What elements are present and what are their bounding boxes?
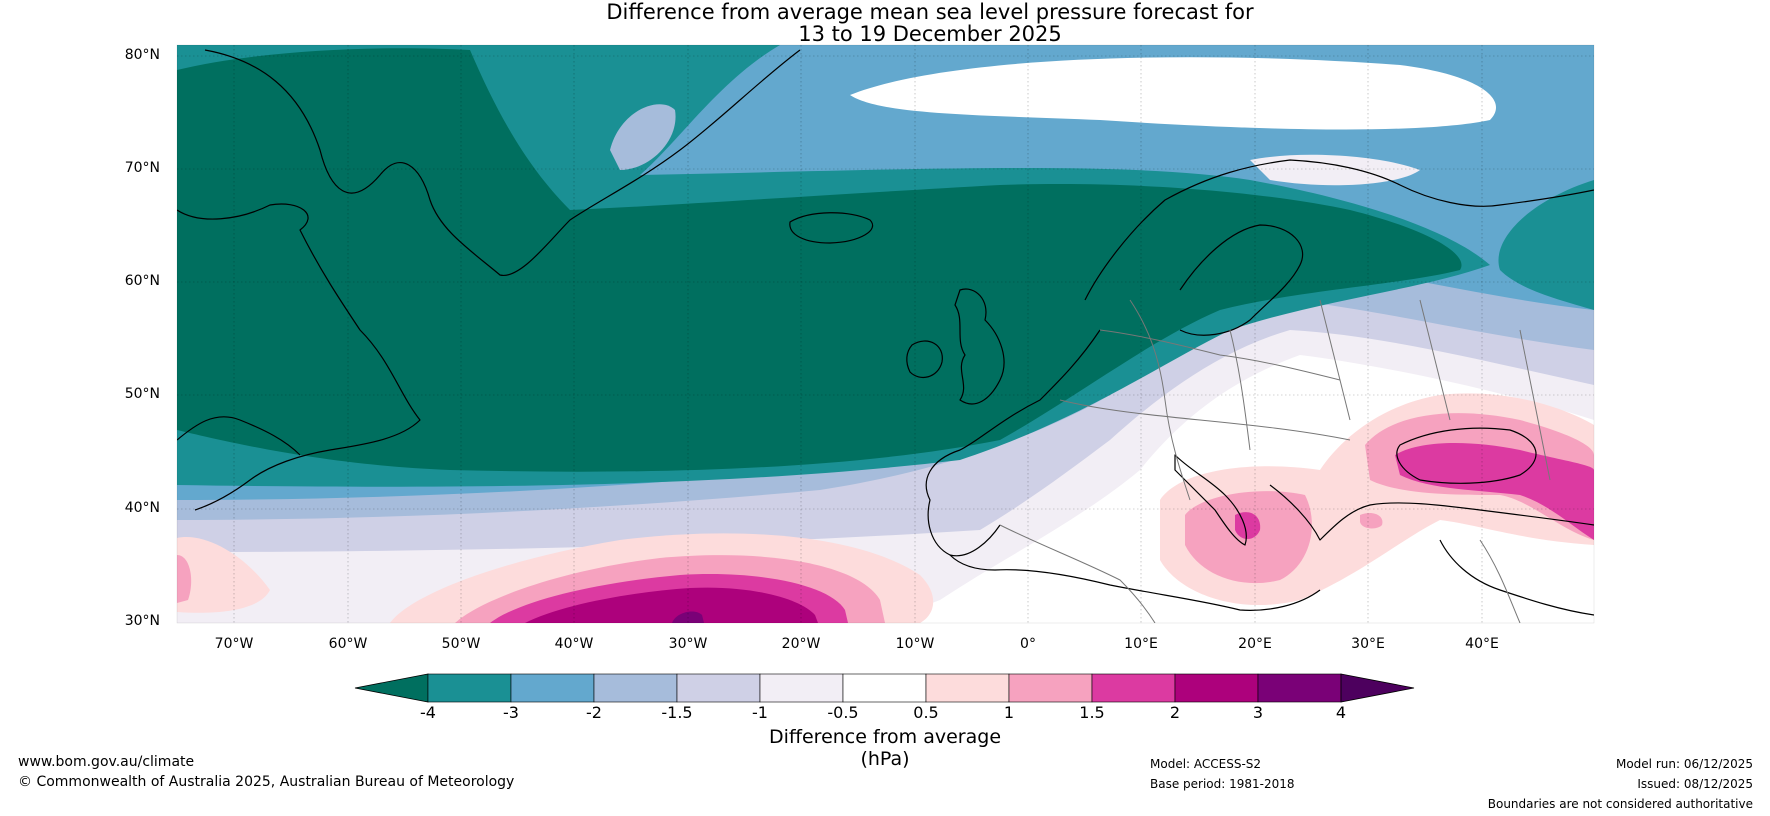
colorbar-tick-label: -1.5: [661, 703, 693, 722]
colorbar-tick-label: -0.5: [827, 703, 859, 722]
pressure-anomaly-field: [177, 45, 1594, 623]
footer-website: www.bom.gov.au/climate: [18, 754, 195, 770]
map-title-line-1: Difference from average mean sea level p…: [606, 0, 1254, 24]
map-title-line-2: 13 to 19 December 2025: [798, 22, 1062, 46]
colorbar-tick-label: 2: [1169, 703, 1181, 722]
lat-label-60n: 60°N: [124, 273, 160, 289]
colorbar-segment: [510, 673, 595, 703]
colorbar-tick-label: 0.5: [913, 703, 939, 722]
greece-turkey-coast: [1269, 484, 1594, 541]
lon-label-0: 0°: [1020, 636, 1036, 652]
colorbar-segment: [427, 673, 512, 703]
lon-label-70w: 70°W: [214, 636, 254, 652]
colorbar-extend-high: [1340, 673, 1415, 703]
map-frame: [176, 44, 1595, 624]
colorbar-segment: [759, 673, 844, 703]
colorbar-segment: [1008, 673, 1093, 703]
europe-west-coast: [925, 329, 1101, 557]
coastlines: [177, 49, 1594, 616]
iberia-africa-coast: [949, 554, 1321, 611]
colorbar-tick-label: -1: [752, 703, 768, 722]
band-minus-4: [177, 48, 1462, 472]
patch-arctic-low: [1250, 154, 1420, 186]
colorbar-segment: [593, 673, 678, 703]
lat-label-30n: 30°N: [124, 613, 160, 629]
footer-copyright: © Commonwealth of Australia 2025, Austra…: [18, 774, 515, 790]
scandinavia-coast: [1084, 159, 1594, 301]
patch-north-atlantic: [610, 104, 676, 170]
footer-issued: Issued: 08/12/2025: [1637, 777, 1753, 791]
colorbar-tick-label: 4: [1335, 703, 1347, 722]
colorbar-tick-label: -3: [503, 703, 519, 722]
med-high-1-5-black-sea: [1395, 443, 1594, 540]
baltic-coast: [1179, 224, 1304, 336]
colorbar-segment: [1257, 673, 1342, 703]
footer-base-period: Base period: 1981-2018: [1150, 777, 1295, 791]
lon-label-40w: 40°W: [554, 636, 594, 652]
colorbar-tick-label: 1: [1003, 703, 1015, 722]
lon-label-20e: 20°E: [1238, 636, 1272, 652]
lon-label-50w: 50°W: [441, 636, 481, 652]
lon-label-60w: 60°W: [328, 636, 368, 652]
canada-coast: [177, 203, 421, 511]
greenland-coast: [204, 49, 801, 276]
iceland: [789, 212, 874, 244]
country-borders: [999, 299, 1551, 623]
lat-label-40n: 40°N: [124, 500, 160, 516]
footer-model-run: Model run: 06/12/2025: [1615, 757, 1753, 771]
footer-model: Model: ACCESS-S2: [1150, 757, 1262, 771]
atlantic-high-3: [672, 611, 704, 623]
med-high-1-aegean: [1360, 513, 1383, 529]
lat-label-70n: 70°N: [124, 160, 160, 176]
west-edge-patch-1: [177, 555, 192, 603]
colorbar-segment: [925, 673, 1010, 703]
colorbar-tick-label: 1.5: [1079, 703, 1105, 722]
lat-label-80n: 80°N: [124, 47, 160, 63]
colorbar-tick-label: -2: [586, 703, 602, 722]
colorbar-tick-label: 3: [1252, 703, 1264, 722]
lon-label-20w: 20°W: [781, 636, 821, 652]
footer-disclaimer: Boundaries are not considered authoritat…: [1487, 797, 1753, 811]
british-isles: [954, 288, 1005, 405]
lon-label-30w: 30°W: [668, 636, 708, 652]
ireland: [906, 340, 943, 379]
colorbar: [354, 673, 1415, 703]
italy-coast: [1174, 454, 1247, 546]
west-edge-patch-0-5: [177, 537, 270, 613]
lon-label-10e: 10°E: [1124, 636, 1158, 652]
lon-label-30e: 30°E: [1351, 636, 1385, 652]
patch-arctic-white: [850, 57, 1496, 130]
lon-label-40e: 40°E: [1465, 636, 1499, 652]
patch-barents-sea: [1498, 180, 1594, 310]
black-sea-coast: [1396, 427, 1537, 484]
colorbar-title: Difference from average (hPa): [768, 726, 1002, 770]
levant-coast: [1439, 539, 1594, 616]
atlantic-high-2: [525, 587, 818, 623]
colorbar-tick-label: -4: [420, 703, 436, 722]
colorbar-segment: [1091, 673, 1176, 703]
colorbar-extend-low: [354, 673, 429, 703]
colorbar-segment: [676, 673, 761, 703]
colorbar-segment: [1174, 673, 1259, 703]
colorbar-segment: [842, 673, 927, 703]
lon-label-10w: 10°W: [895, 636, 935, 652]
med-high-1-5-greece: [1235, 512, 1261, 539]
canada-east-coast: [177, 416, 301, 456]
lat-label-50n: 50°N: [124, 386, 160, 402]
